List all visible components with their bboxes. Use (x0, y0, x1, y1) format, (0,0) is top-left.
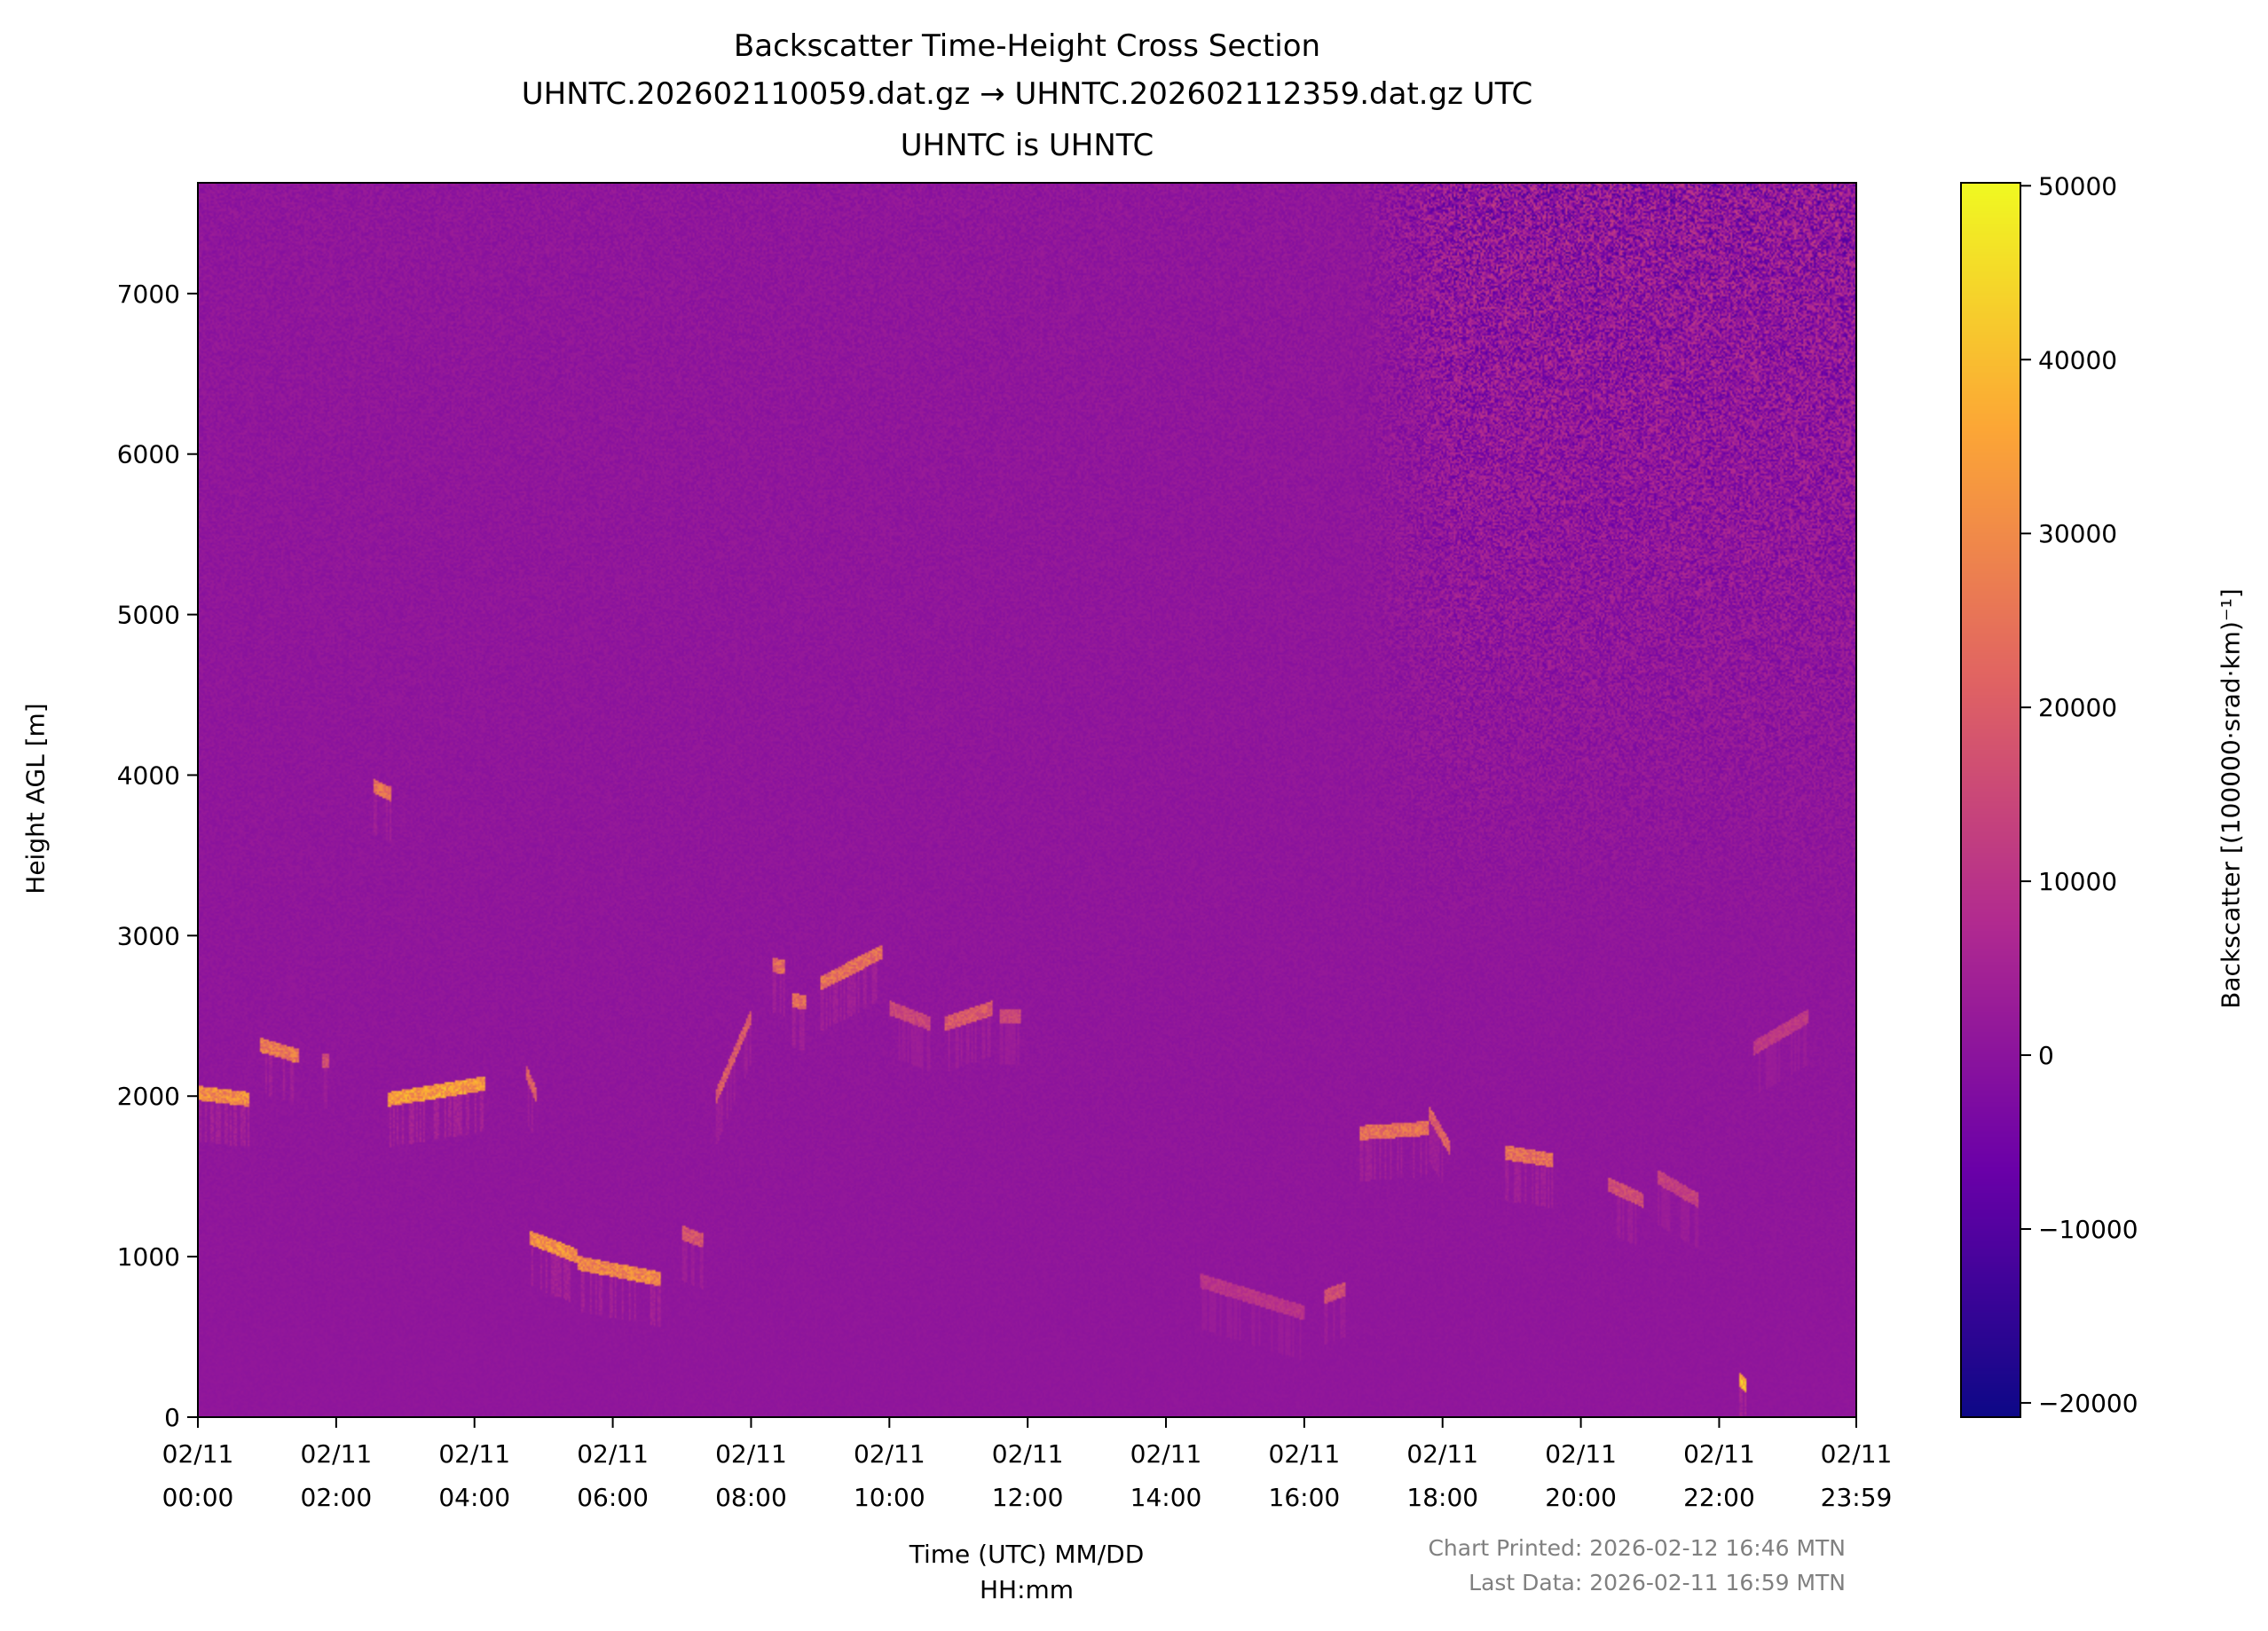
colorbar-tick-label: 30000 (2038, 519, 2117, 548)
x-tick-label-time: 08:00 (715, 1483, 787, 1512)
x-tick-label-date: 02/11 (992, 1439, 1064, 1469)
x-tick-label-date: 02/11 (1821, 1439, 1893, 1469)
y-tick-label: 7000 (117, 280, 180, 309)
chart-printed-note: Chart Printed: 2026-02-12 16:46 MTN (1428, 1535, 1846, 1561)
y-tick-label: 6000 (117, 440, 180, 469)
y-tick-label: 0 (164, 1403, 180, 1432)
x-tick-label-time: 00:00 (162, 1483, 234, 1512)
x-tick-label-date: 02/11 (438, 1439, 510, 1469)
y-tick-label: 1000 (117, 1242, 180, 1272)
x-tick-label-date: 02/11 (1130, 1439, 1202, 1469)
colorbar-tick-label: −10000 (2038, 1215, 2138, 1244)
x-tick-label-time: 14:00 (1130, 1483, 1202, 1512)
x-tick-label-date: 02/11 (162, 1439, 234, 1469)
chart-subtitle: UHNTC.202602110059.dat.gz → UHNTC.202602… (521, 76, 1533, 112)
y-tick-label: 4000 (117, 760, 180, 790)
colorbar-tick-label: 0 (2038, 1041, 2054, 1070)
x-tick-label-time: 06:00 (577, 1483, 649, 1512)
x-tick-label-date: 02/11 (715, 1439, 787, 1469)
colorbar-tick-label: −20000 (2038, 1389, 2138, 1418)
colorbar-tick-label: 10000 (2038, 867, 2117, 896)
x-axis-label: Time (UTC) MM/DD HH:mm (849, 1537, 1204, 1608)
x-tick-label-time: 10:00 (854, 1483, 925, 1512)
chart-subtitle-2: UHNTC is UHNTC (900, 128, 1154, 163)
x-tick-label-date: 02/11 (1269, 1439, 1341, 1469)
colorbar-label: Backscatter [(100000·srad·km)⁻¹] (2216, 588, 2246, 1009)
x-tick-label-date: 02/11 (1545, 1439, 1617, 1469)
x-tick-label-date: 02/11 (301, 1439, 373, 1469)
x-tick-label-date: 02/11 (854, 1439, 925, 1469)
plot-frame (197, 182, 1857, 1418)
x-tick-label-date: 02/11 (577, 1439, 649, 1469)
y-tick-label: 3000 (117, 921, 180, 950)
x-axis-label-line1: Time (UTC) MM/DD (909, 1540, 1145, 1569)
x-tick-label-date: 02/11 (1683, 1439, 1755, 1469)
colorbar-tick-label: 50000 (2038, 171, 2117, 201)
x-tick-label-time: 20:00 (1545, 1483, 1617, 1512)
x-tick-label-time: 12:00 (992, 1483, 1064, 1512)
x-tick-label-time: 22:00 (1683, 1483, 1755, 1512)
x-tick-label-time: 04:00 (438, 1483, 510, 1512)
colorbar-tick-label: 20000 (2038, 693, 2117, 722)
backscatter-heatmap (198, 183, 1856, 1417)
colorbar-frame (1960, 182, 2021, 1418)
y-tick-label: 2000 (117, 1082, 180, 1111)
x-tick-label-time: 18:00 (1406, 1483, 1478, 1512)
y-tick-label: 5000 (117, 601, 180, 630)
chart-title: Backscatter Time-Height Cross Section (733, 28, 1321, 64)
x-tick-label-date: 02/11 (1406, 1439, 1478, 1469)
last-data-note: Last Data: 2026-02-11 16:59 MTN (1469, 1570, 1846, 1596)
x-axis-label-line2: HH:mm (979, 1575, 1075, 1604)
colorbar-tick-label: 40000 (2038, 345, 2117, 374)
y-axis-label: Height AGL [m] (20, 703, 51, 894)
x-tick-label-time: 16:00 (1269, 1483, 1341, 1512)
colorbar (1961, 183, 2020, 1417)
x-tick-label-time: 23:59 (1821, 1483, 1893, 1512)
x-tick-label-time: 02:00 (301, 1483, 373, 1512)
